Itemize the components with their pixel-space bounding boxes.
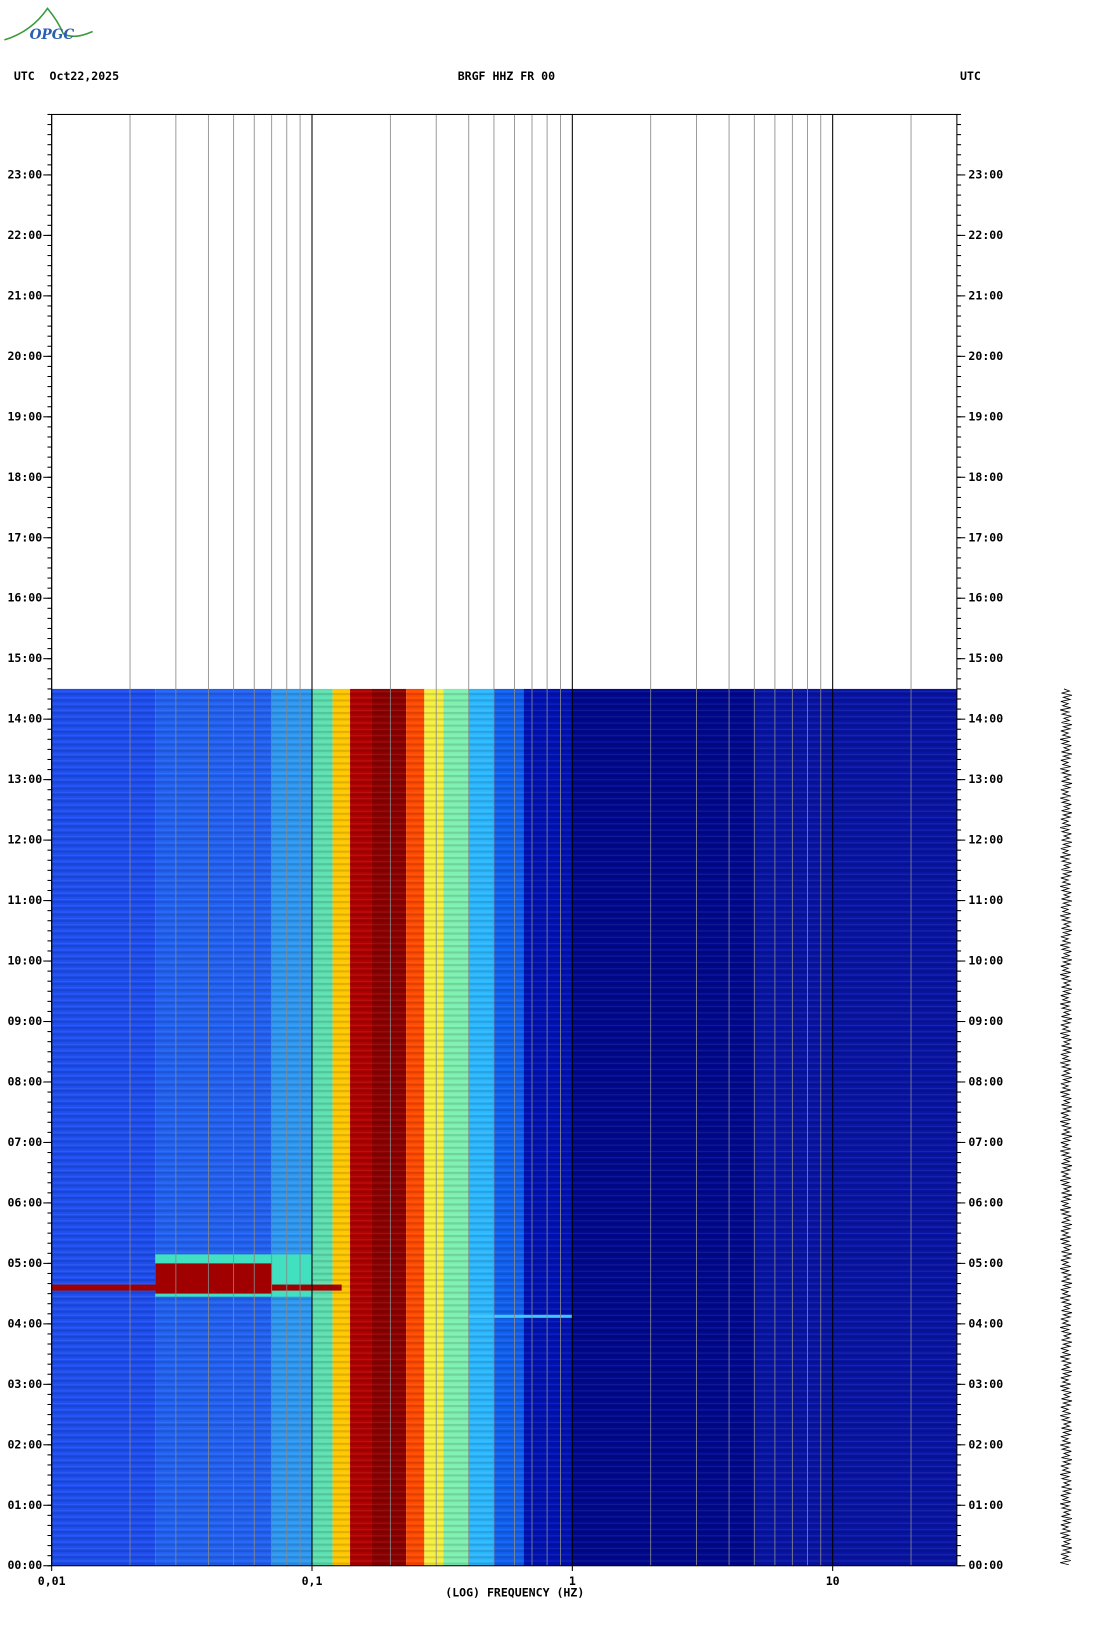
y-tick-label: 06:00 bbox=[7, 1195, 42, 1209]
y-tick-label: 20:00 bbox=[7, 349, 42, 363]
y-tick-label: 16:00 bbox=[7, 591, 42, 605]
y-tick-label: 03:00 bbox=[7, 1377, 42, 1391]
y-tick-label-right: 08:00 bbox=[968, 1074, 1003, 1088]
header-right: UTC bbox=[960, 69, 981, 83]
y-tick-label-right: 18:00 bbox=[968, 470, 1003, 484]
x-tick-label: 1 bbox=[569, 1574, 576, 1588]
y-tick-label: 17:00 bbox=[7, 530, 42, 544]
y-tick-label-right: 17:00 bbox=[968, 530, 1003, 544]
header-title: BRGF HHZ FR 00 bbox=[458, 69, 555, 83]
y-tick-label: 15:00 bbox=[7, 651, 42, 665]
y-tick-label: 02:00 bbox=[7, 1437, 42, 1451]
y-tick-label: 12:00 bbox=[7, 833, 42, 847]
y-tick-label: 11:00 bbox=[7, 893, 42, 907]
y-tick-label-right: 16:00 bbox=[968, 591, 1003, 605]
y-tick-label: 18:00 bbox=[7, 470, 42, 484]
y-tick-label-right: 15:00 bbox=[968, 651, 1003, 665]
plot-area: 0,01 0,1 1 10 00:00 00:00 01:00 01:00 02:00 02:00… bbox=[7, 113, 1073, 1588]
y-tick-label-right: 02:00 bbox=[968, 1437, 1003, 1451]
y-tick-label-right: 06:00 bbox=[968, 1195, 1003, 1209]
y-tick-label: 21:00 bbox=[7, 288, 42, 302]
y-tick-label: 07:00 bbox=[7, 1135, 42, 1149]
y-tick-label: 10:00 bbox=[7, 954, 42, 968]
y-tick-label: 01:00 bbox=[7, 1498, 42, 1512]
logo-curve bbox=[4, 7, 93, 41]
y-tick-label: 04:00 bbox=[7, 1316, 42, 1330]
event bbox=[51, 1284, 342, 1291]
y-tick-label: 09:00 bbox=[7, 1014, 42, 1028]
y-tick-label: 14:00 bbox=[7, 712, 42, 726]
header-left: UTC bbox=[14, 69, 35, 83]
y-tick-label: 19:00 bbox=[7, 409, 42, 423]
x-axis-label: (LOG) FREQUENCY (HZ) bbox=[445, 1586, 584, 1600]
y-tick-label: 23:00 bbox=[7, 167, 42, 181]
logo: OPGC bbox=[4, 7, 93, 43]
event bbox=[468, 1314, 573, 1318]
texture bbox=[51, 688, 957, 1566]
header-date: Oct22,2025 bbox=[50, 69, 120, 83]
y-tick-label-right: 05:00 bbox=[968, 1256, 1003, 1270]
y-tick-label-right: 14:00 bbox=[968, 712, 1003, 726]
y-tick-label-right: 04:00 bbox=[968, 1316, 1003, 1330]
logo-text: OPGC bbox=[30, 27, 75, 43]
y-tick-label-right: 09:00 bbox=[968, 1014, 1003, 1028]
y-tick-label-right: 12:00 bbox=[968, 833, 1003, 847]
y-tick-label: 05:00 bbox=[7, 1256, 42, 1270]
y-tick-label-right: 00:00 bbox=[968, 1558, 1003, 1572]
y-tick-label: 13:00 bbox=[7, 772, 42, 786]
y-tick-label-right: 22:00 bbox=[968, 228, 1003, 242]
y-tick-label-right: 19:00 bbox=[968, 409, 1003, 423]
y-tick-label: 22:00 bbox=[7, 228, 42, 242]
y-tick-label-right: 23:00 bbox=[968, 167, 1003, 181]
y-tick-label-right: 20:00 bbox=[968, 349, 1003, 363]
x-tick-label: 0,01 bbox=[38, 1574, 66, 1588]
seismic-trace bbox=[1060, 688, 1073, 1566]
y-tick-label-right: 01:00 bbox=[968, 1498, 1003, 1512]
y-tick-label-right: 07:00 bbox=[968, 1135, 1003, 1149]
y-tick-label-right: 13:00 bbox=[968, 772, 1003, 786]
y-tick-label-right: 11:00 bbox=[968, 893, 1003, 907]
y-tick-label-right: 03:00 bbox=[968, 1377, 1003, 1391]
y-tick-label: 08:00 bbox=[7, 1074, 42, 1088]
x-tick-label: 10 bbox=[826, 1574, 840, 1588]
y-tick-label-right: 10:00 bbox=[968, 954, 1003, 968]
y-tick-label: 00:00 bbox=[7, 1558, 42, 1572]
x-tick-label: 0,1 bbox=[302, 1574, 323, 1588]
y-tick-label-right: 21:00 bbox=[968, 288, 1003, 302]
